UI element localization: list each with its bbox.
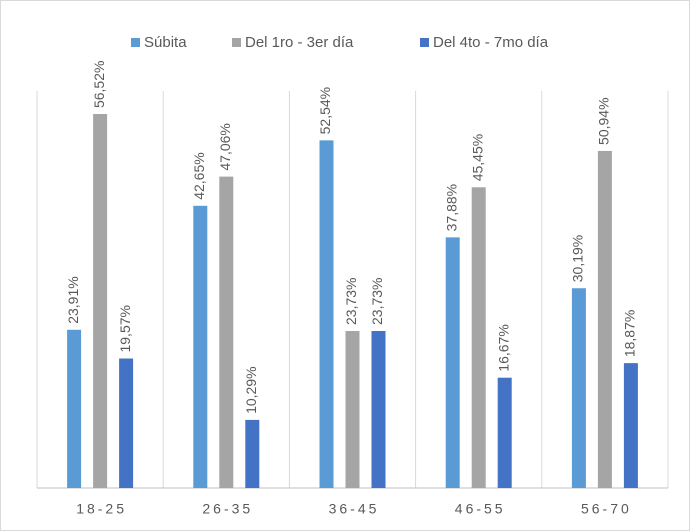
legend-swatch: [420, 38, 429, 47]
legend-swatch: [232, 38, 241, 47]
data-label: 10,29%: [243, 366, 259, 413]
data-label: 19,57%: [117, 305, 133, 352]
bar: [219, 176, 234, 488]
bar: [193, 205, 208, 488]
x-tick-label: 56-70: [581, 501, 632, 517]
legend-swatch: [131, 38, 140, 47]
x-tick-label: 36-45: [329, 501, 380, 517]
data-label: 42,65%: [191, 152, 207, 199]
data-label: 47,06%: [217, 123, 233, 170]
data-label: 37,88%: [443, 184, 459, 231]
legend-label: Del 4to - 7mo día: [433, 34, 549, 51]
data-label: 45,45%: [469, 134, 485, 181]
bar: [319, 140, 334, 488]
data-label: 23,73%: [343, 278, 359, 325]
bar: [571, 288, 586, 488]
data-label: 30,19%: [570, 235, 586, 282]
bar: [345, 330, 360, 488]
data-label: 23,91%: [65, 276, 81, 323]
bar: [67, 329, 82, 488]
bar: [497, 377, 512, 488]
x-tick-label: 46-55: [455, 501, 506, 517]
data-label: 56,52%: [91, 61, 107, 108]
x-tick-label: 26-35: [202, 501, 253, 517]
data-label: 50,94%: [596, 97, 612, 144]
bar: [597, 150, 612, 488]
data-label: 16,67%: [495, 324, 511, 371]
bar: [623, 363, 638, 488]
data-label: 23,73%: [369, 278, 385, 325]
legend-label: Súbita: [144, 34, 187, 51]
bar: [445, 237, 460, 488]
x-tick-label: 18-25: [76, 501, 127, 517]
data-label: 18,87%: [622, 310, 638, 357]
legend-label: Del 1ro - 3er día: [245, 34, 354, 51]
bar: [471, 187, 486, 488]
bar: [245, 419, 260, 488]
bar: [119, 358, 134, 488]
bar: [371, 330, 386, 488]
bar: [93, 114, 108, 488]
data-label: 52,54%: [317, 87, 333, 134]
